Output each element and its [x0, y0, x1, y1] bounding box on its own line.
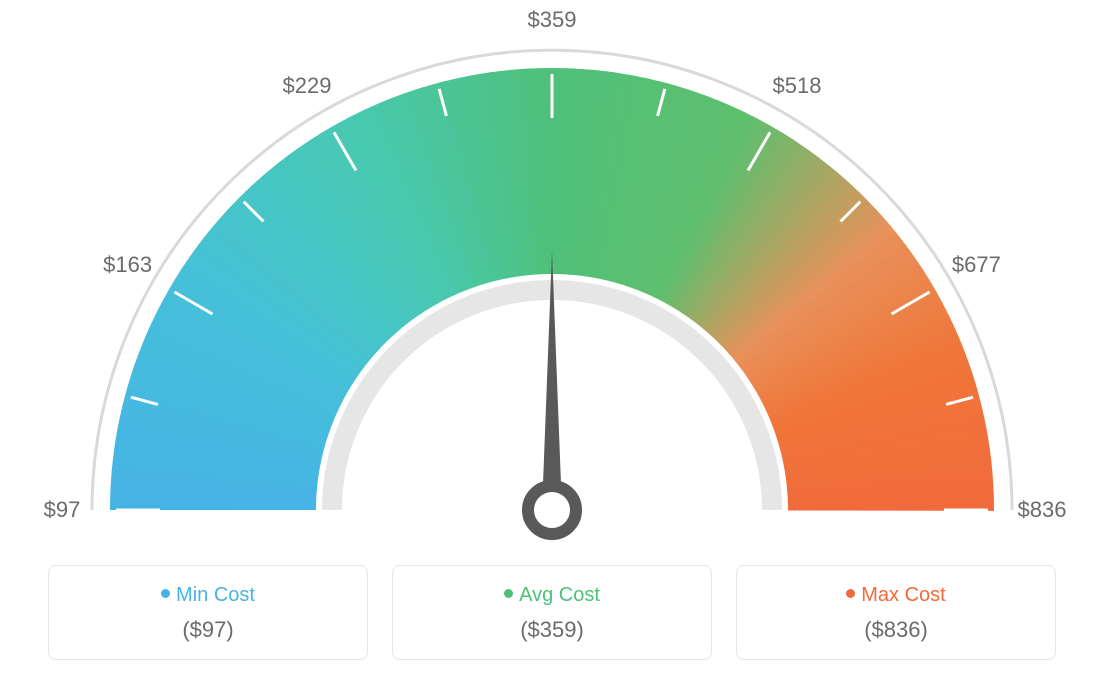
- legend-card-min: Min Cost ($97): [48, 565, 368, 660]
- gauge-tick-label: $359: [528, 7, 577, 33]
- legend-title-text: Avg Cost: [519, 584, 600, 606]
- legend-title: Max Cost: [757, 584, 1035, 607]
- legend-row: Min Cost ($97) Avg Cost ($359) Max Cost …: [0, 565, 1104, 660]
- gauge-tick-label: $836: [1018, 497, 1067, 523]
- legend-card-avg: Avg Cost ($359): [392, 565, 712, 660]
- legend-title: Min Cost: [69, 584, 347, 607]
- gauge-tick-label: $163: [103, 252, 152, 278]
- legend-title-text: Min Cost: [176, 584, 255, 606]
- legend-title: Avg Cost: [413, 584, 691, 607]
- legend-value: ($359): [413, 617, 691, 643]
- gauge-svg: [0, 0, 1104, 560]
- gauge-tick-label: $229: [283, 73, 332, 99]
- legend-dot-icon: [846, 589, 855, 598]
- legend-dot-icon: [161, 589, 170, 598]
- legend-value: ($836): [757, 617, 1035, 643]
- gauge-tick-label: $677: [952, 252, 1001, 278]
- legend-card-max: Max Cost ($836): [736, 565, 1056, 660]
- gauge-tick-label: $97: [44, 497, 81, 523]
- legend-dot-icon: [504, 589, 513, 598]
- legend-value: ($97): [69, 617, 347, 643]
- cost-gauge: $97 $163 $229 $359 $518 $677 $836: [0, 0, 1104, 540]
- legend-title-text: Max Cost: [861, 584, 945, 606]
- gauge-tick-label: $518: [773, 73, 822, 99]
